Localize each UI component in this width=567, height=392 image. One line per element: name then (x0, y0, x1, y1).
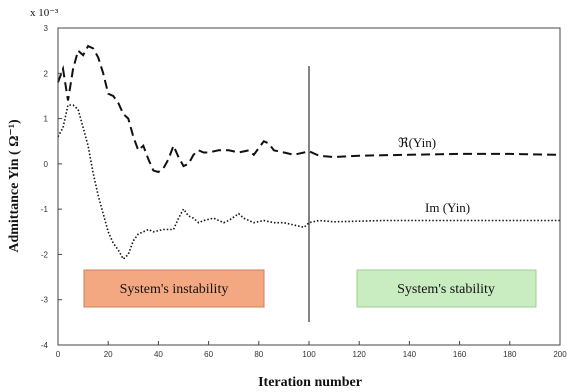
x-tick-label: 120 (353, 350, 367, 359)
x-tick-label: 100 (302, 350, 316, 359)
x-tick-label: 180 (503, 350, 517, 359)
instability-box: System's instability (83, 269, 265, 308)
y-tick-label: -4 (41, 341, 49, 350)
x-tick-label: 140 (403, 350, 417, 359)
x-tick-label: 0 (56, 350, 61, 359)
y-tick-label: -1 (41, 205, 49, 214)
stability-box: System's stability (356, 269, 537, 308)
x-tick-label: 80 (254, 350, 263, 359)
y-tick-label: -3 (41, 296, 49, 305)
x-axis-ticks: 0 20 40 60 80 100 120 140 160 180 200 (56, 341, 567, 359)
y-tick-label: -2 (41, 250, 49, 259)
imag-yin-series-label: Im (Yin) (425, 200, 470, 215)
stability-label: System's stability (397, 282, 495, 297)
y-axis-ticks: 3 2 1 0 -1 -2 -3 -4 (41, 24, 62, 350)
y-tick-label: 3 (44, 24, 49, 33)
y-tick-label: 1 (44, 115, 49, 124)
y-tick-label: 2 (44, 69, 49, 78)
y-tick-label: 0 (44, 160, 49, 169)
x-tick-label: 40 (154, 350, 163, 359)
x-tick-label: 60 (204, 350, 213, 359)
y-axis-label: Admittance Yin ( Ω⁻¹) (7, 119, 22, 253)
x-tick-label: 160 (453, 350, 467, 359)
stability-box-bg (356, 269, 537, 308)
instability-box-bg (83, 269, 265, 308)
real-yin-series-label: ℜ(Yin) (398, 135, 436, 150)
real-yin-series-line (57, 44, 561, 174)
x-tick-label: 200 (553, 350, 567, 359)
plot-frame (57, 27, 561, 346)
x-axis-label: Iteration number (258, 375, 362, 390)
instability-label: System's instability (120, 282, 229, 297)
x-tick-label: 20 (104, 350, 113, 359)
y-axis-multiplier: x 10⁻³ (30, 7, 59, 19)
